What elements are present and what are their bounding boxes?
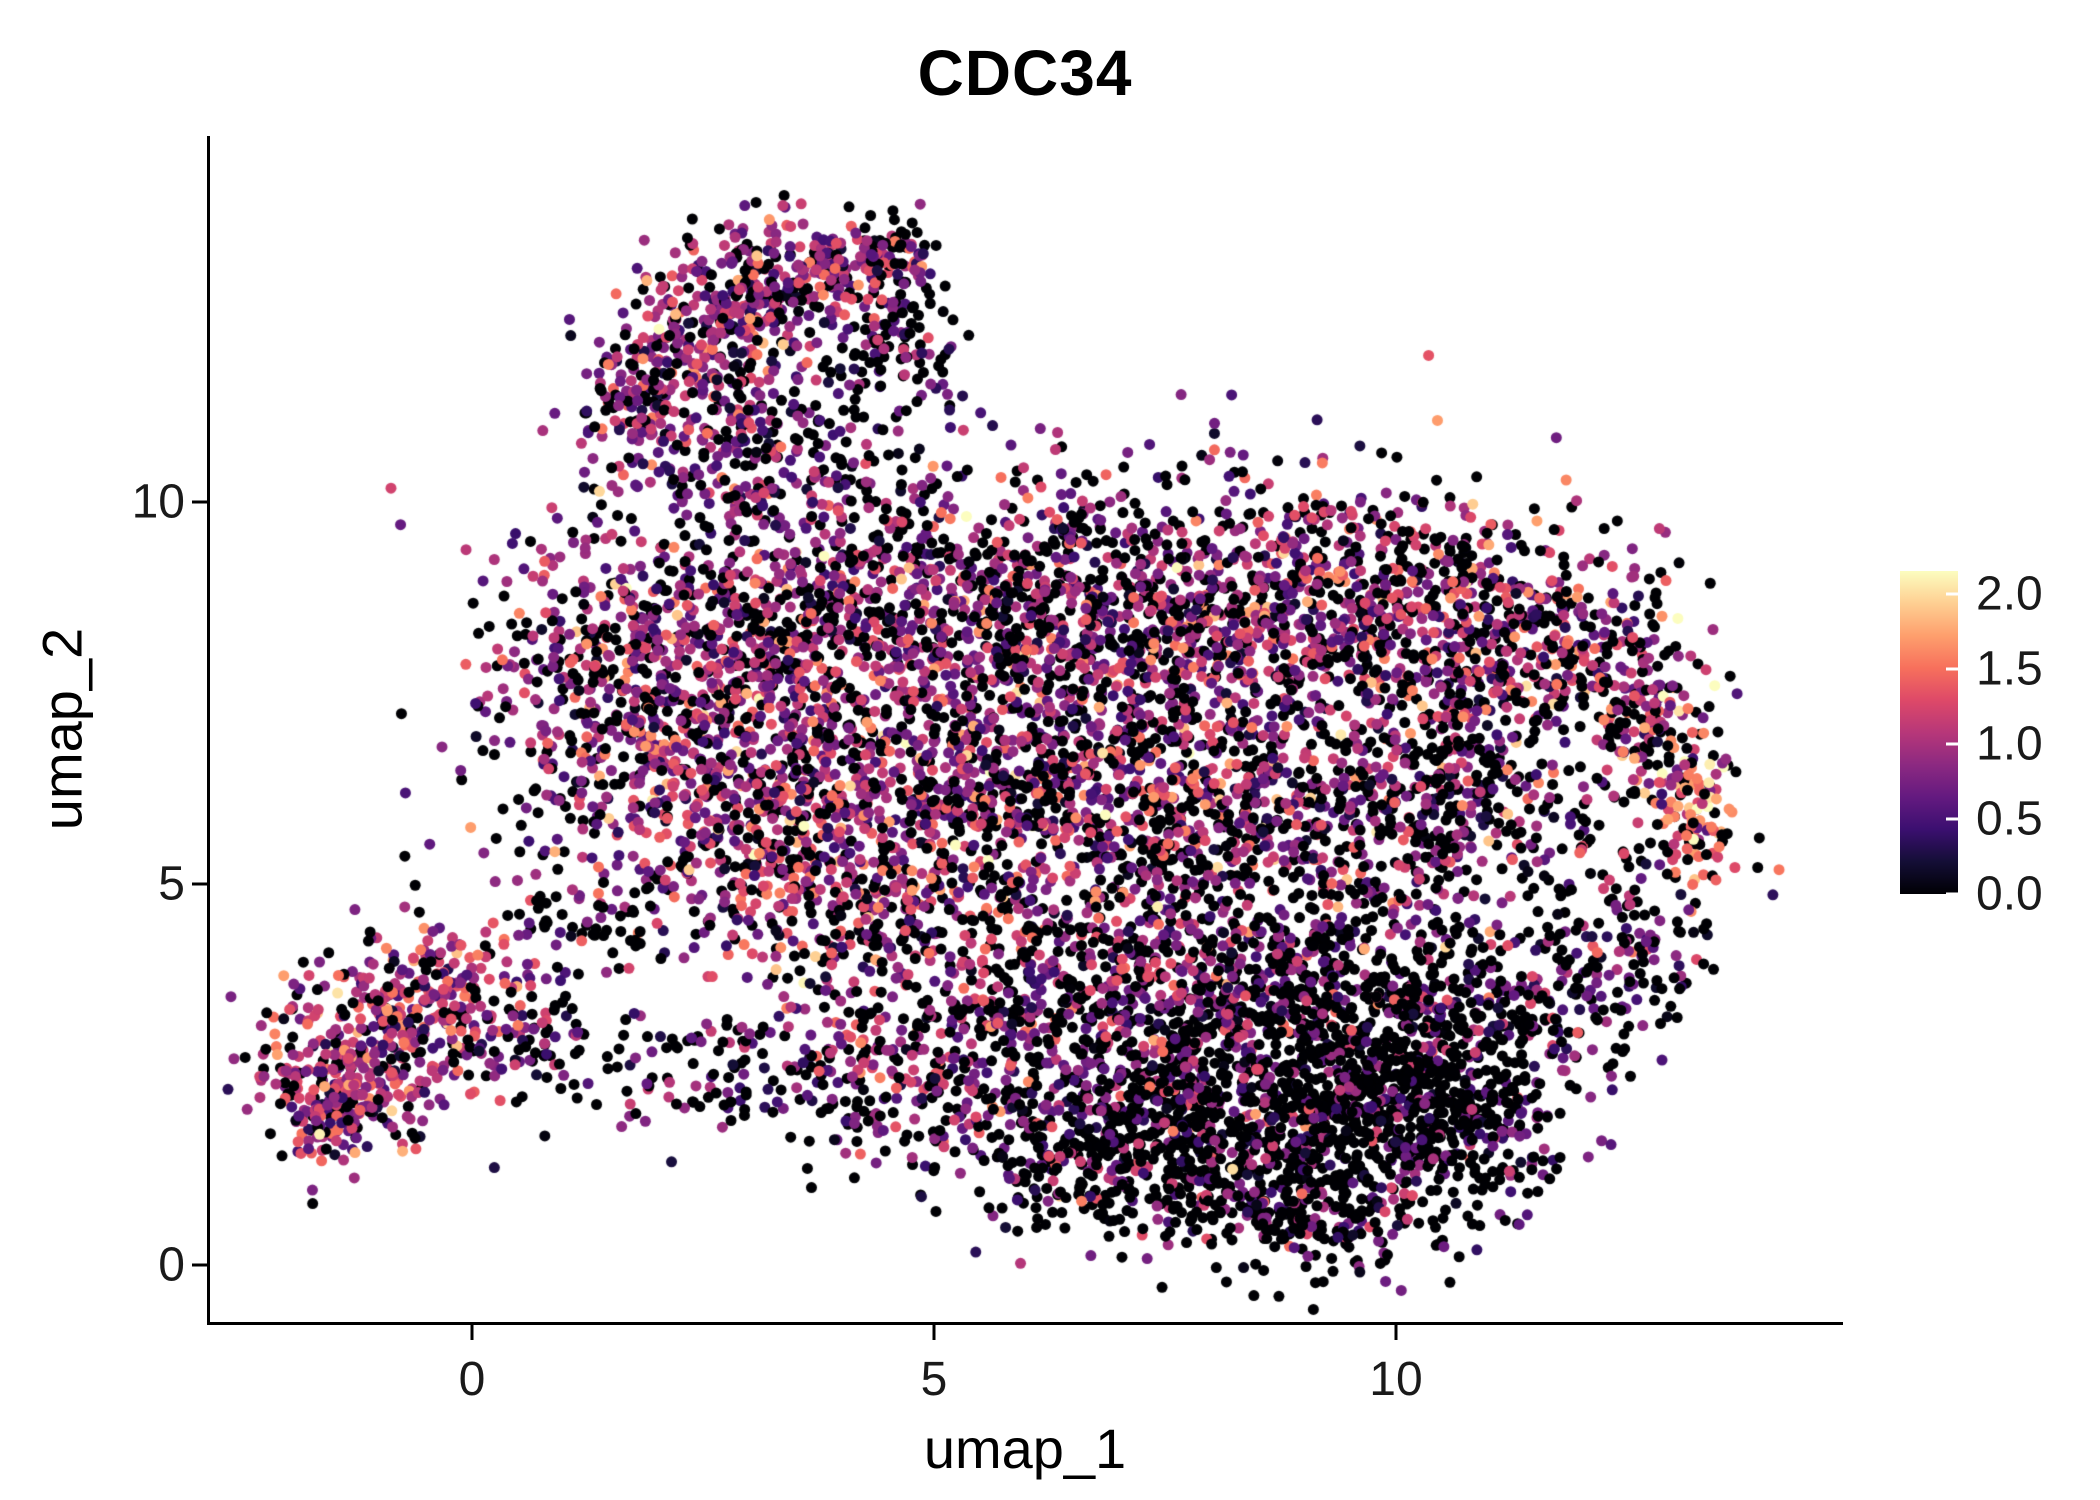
- x-tick-mark-2: [1394, 1325, 1398, 1340]
- plot-area: [210, 136, 1840, 1322]
- y-tick-mark-2: [192, 500, 207, 504]
- x-tick-label-1: 5: [920, 1353, 948, 1406]
- colorbar-label-2: 1.0: [1976, 717, 2043, 771]
- x-axis-line: [207, 1322, 1843, 1325]
- colorbar-gradient: [1900, 571, 1958, 894]
- x-tick-label-0: 0: [458, 1353, 486, 1406]
- chart-title: CDC34: [917, 37, 1133, 109]
- y-axis-line: [207, 136, 210, 1325]
- colorbar-label-0: 2.0: [1976, 567, 2043, 621]
- colorbar-label-4: 0.0: [1976, 867, 2043, 921]
- y-tick-label-1: 5: [158, 857, 185, 911]
- colorbar-tick-0: [1946, 592, 1958, 596]
- y-axis-title: umap_2: [30, 627, 94, 831]
- colorbar-label-1: 1.5: [1976, 642, 2043, 696]
- scatter-points-canvas: [210, 136, 1840, 1322]
- x-tick-mark-1: [932, 1325, 936, 1340]
- x-tick-label-2: 10: [1369, 1353, 1423, 1406]
- colorbar-tick-2: [1946, 742, 1958, 746]
- colorbar-tick-3: [1946, 817, 1958, 821]
- x-axis-title: umap_1: [923, 1417, 1127, 1480]
- y-tick-label-0: 0: [158, 1238, 185, 1292]
- y-tick-mark-0: [192, 1263, 207, 1267]
- y-tick-mark-1: [192, 882, 207, 886]
- y-tick-label-2: 10: [131, 475, 185, 529]
- colorbar-label-3: 0.5: [1976, 792, 2043, 846]
- x-tick-mark-0: [470, 1325, 474, 1340]
- colorbar-tick-4: [1946, 892, 1958, 896]
- colorbar-tick-1: [1946, 667, 1958, 671]
